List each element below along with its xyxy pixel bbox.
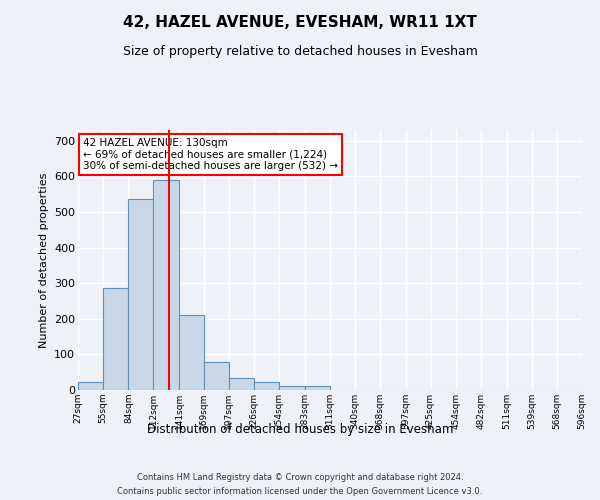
Text: 42, HAZEL AVENUE, EVESHAM, WR11 1XT: 42, HAZEL AVENUE, EVESHAM, WR11 1XT bbox=[123, 15, 477, 30]
Bar bbox=[128, 200, 153, 390]
Y-axis label: Number of detached properties: Number of detached properties bbox=[38, 172, 49, 348]
Text: Contains public sector information licensed under the Open Government Licence v3: Contains public sector information licen… bbox=[118, 488, 482, 496]
Bar bbox=[204, 362, 229, 390]
Bar bbox=[229, 378, 254, 390]
Bar bbox=[103, 288, 128, 390]
Bar bbox=[153, 180, 179, 390]
Text: Size of property relative to detached houses in Evesham: Size of property relative to detached ho… bbox=[122, 45, 478, 58]
Text: 42 HAZEL AVENUE: 130sqm
← 69% of detached houses are smaller (1,224)
30% of semi: 42 HAZEL AVENUE: 130sqm ← 69% of detache… bbox=[83, 138, 338, 171]
Bar bbox=[179, 315, 204, 390]
Text: Contains HM Land Registry data © Crown copyright and database right 2024.: Contains HM Land Registry data © Crown c… bbox=[137, 472, 463, 482]
Bar bbox=[305, 386, 329, 390]
Bar bbox=[78, 382, 103, 390]
Bar bbox=[254, 382, 279, 390]
Bar bbox=[279, 386, 305, 390]
Text: Distribution of detached houses by size in Evesham: Distribution of detached houses by size … bbox=[147, 422, 453, 436]
